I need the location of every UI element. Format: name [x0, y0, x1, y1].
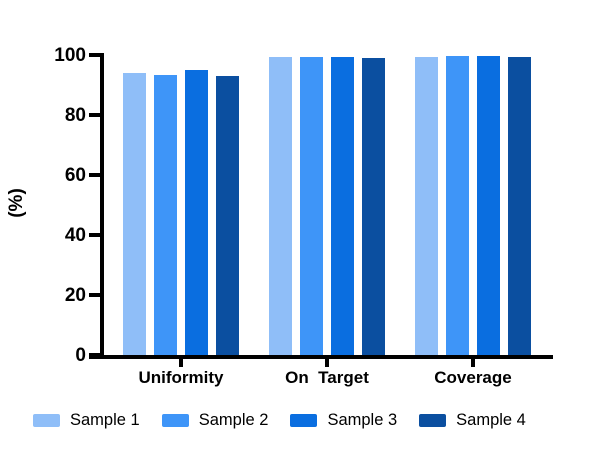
legend-label: Sample 2: [198, 411, 269, 429]
y-tick-label: 100: [54, 44, 86, 66]
legend-item: Sample 3: [290, 411, 397, 430]
bar-sample-4-coverage: [508, 56, 531, 355]
y-tick-label: 20: [64, 284, 86, 306]
legend-item: Sample 1: [33, 411, 140, 430]
y-tick-label: 0: [75, 344, 86, 366]
bar-sample-3-coverage: [477, 56, 500, 355]
bar-sample-4-uniformity: [216, 76, 239, 355]
y-axis-line: [100, 53, 104, 358]
x-tick: [179, 358, 183, 367]
y-tick: [89, 293, 101, 297]
category-label-on-target: On Target: [285, 368, 369, 387]
x-axis-line: [89, 354, 553, 359]
y-tick: [89, 233, 101, 237]
legend-label: Sample 4: [456, 411, 526, 429]
legend-swatch: [290, 414, 318, 427]
legend-item: Sample 2: [161, 411, 269, 430]
bar-sample-1-on-target: [269, 57, 292, 355]
category-label-uniformity: Uniformity: [138, 368, 224, 387]
y-tick: [89, 173, 101, 177]
bar-sample-1-uniformity: [123, 73, 146, 355]
y-tick-label: 60: [64, 164, 86, 186]
bar-sample-2-uniformity: [154, 74, 177, 355]
legend-swatch: [419, 414, 447, 427]
legend-label: Sample 3: [327, 411, 398, 429]
y-tick: [89, 53, 101, 57]
legend: Sample 1 Sample 2 Sample 3 Sample 4: [33, 411, 593, 430]
x-tick: [325, 358, 329, 367]
bar-sample-3-on-target: [331, 56, 354, 355]
bar-sample-2-on-target: [300, 56, 323, 355]
y-tick-label: 40: [64, 224, 86, 246]
x-tick: [471, 358, 475, 367]
bar-sample-2-coverage: [446, 55, 469, 355]
legend-swatch: [161, 414, 189, 427]
legend-swatch: [33, 414, 60, 427]
bar-sample-4-on-target: [362, 57, 385, 355]
legend-label: Sample 1: [70, 411, 140, 429]
bar-sample-3-uniformity: [185, 70, 208, 355]
y-tick: [89, 113, 101, 117]
category-label-coverage: Coverage: [434, 368, 512, 387]
legend-item: Sample 4: [419, 411, 526, 430]
bar-sample-1-coverage: [415, 56, 438, 355]
plot-area: [102, 55, 553, 355]
y-tick-label: 80: [64, 104, 86, 126]
